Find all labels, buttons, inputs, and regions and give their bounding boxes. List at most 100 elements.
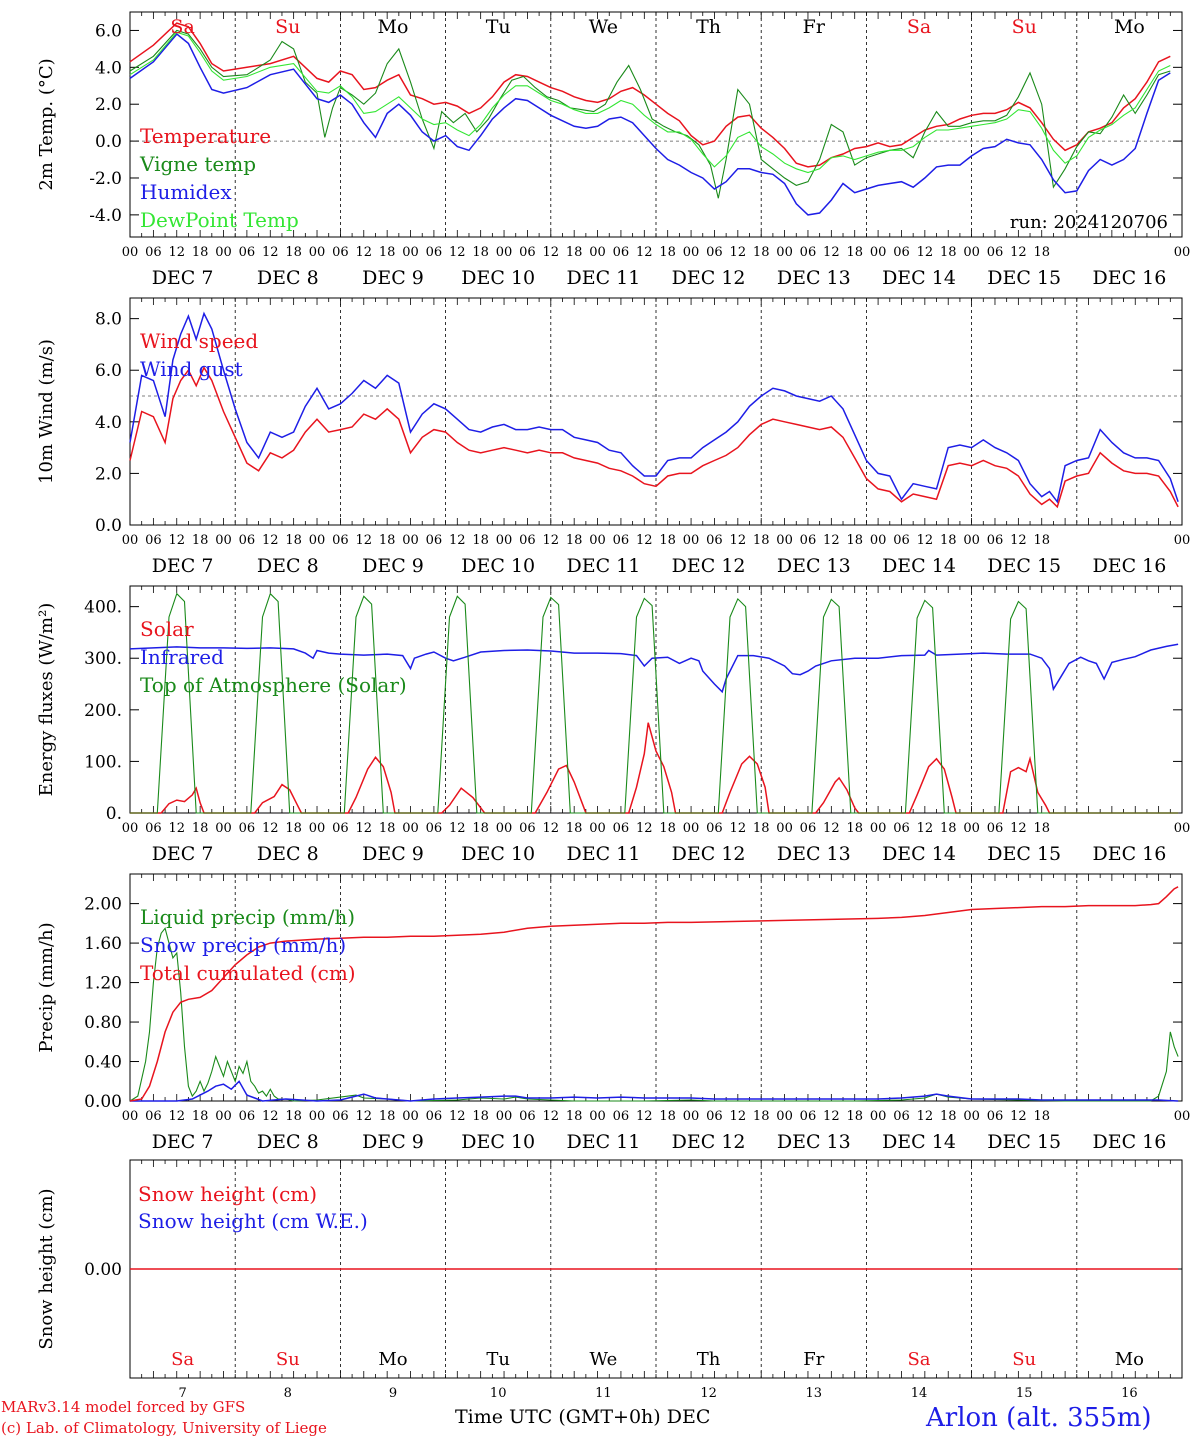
y-tick-label: 400. <box>84 598 122 618</box>
date-label: DEC 15 <box>987 843 1061 865</box>
hour-label: 18 <box>846 1109 863 1124</box>
hour-label: 12 <box>356 533 373 548</box>
hour-label: 06 <box>145 1109 162 1124</box>
hour-label: 12 <box>823 533 840 548</box>
hour-label: 00 <box>215 533 232 548</box>
hour-label: 12 <box>543 1109 560 1124</box>
y-tick-label: 4.0 <box>95 413 122 433</box>
weekday-label: Mo <box>1115 1349 1144 1370</box>
date-label: DEC 11 <box>566 267 640 289</box>
date-label: DEC 11 <box>566 1131 640 1153</box>
hour-label: 00 <box>589 245 606 260</box>
date-label: DEC 10 <box>461 1131 535 1153</box>
hour-label: 06 <box>519 1109 536 1124</box>
hour-label: 18 <box>285 821 302 836</box>
weekday-label: Tu <box>486 16 511 38</box>
date-label: DEC 16 <box>1092 555 1166 577</box>
hour-label: 00 <box>963 821 980 836</box>
hour-label: 06 <box>706 1109 723 1124</box>
day-number: 10 <box>490 1386 507 1401</box>
hour-label: 06 <box>893 821 910 836</box>
hour-label: 00 <box>122 533 139 548</box>
hour-label: 00 <box>1174 821 1191 836</box>
y-axis-label: Snow height (cm) <box>36 1188 57 1349</box>
hour-label: 00 <box>870 1109 887 1124</box>
run-annotation: run: 2024120706 <box>1010 212 1168 233</box>
y-tick-label: 6.0 <box>95 361 122 381</box>
hour-label: 06 <box>987 821 1004 836</box>
date-label: DEC 7 <box>152 843 214 865</box>
date-label: DEC 15 <box>987 1131 1061 1153</box>
hour-label: 00 <box>683 245 700 260</box>
hour-label: 18 <box>285 1109 302 1124</box>
hour-label: 18 <box>659 245 676 260</box>
hour-label: 18 <box>940 245 957 260</box>
date-label: DEC 10 <box>461 267 535 289</box>
hour-label: 06 <box>519 821 536 836</box>
y-tick-label: 300. <box>84 649 122 669</box>
hour-label: 18 <box>472 533 489 548</box>
y-tick-label: -4.0 <box>89 206 122 226</box>
y-tick-label: 4.0 <box>95 58 122 78</box>
hour-label: 18 <box>285 245 302 260</box>
hour-label: 06 <box>987 533 1004 548</box>
series-line <box>129 29 1171 199</box>
legend-entry: Temperature <box>140 124 271 148</box>
y-tick-label: 0.0 <box>95 516 122 536</box>
hour-label: 00 <box>870 245 887 260</box>
weekday-label: Fr <box>803 1349 824 1370</box>
hour-label: 06 <box>613 821 630 836</box>
hour-label: 12 <box>730 821 747 836</box>
series-line <box>129 886 1179 1102</box>
hour-label: 06 <box>893 1109 910 1124</box>
hour-label: 12 <box>917 533 934 548</box>
hour-label: 00 <box>683 1109 700 1124</box>
series-line <box>129 927 1179 1102</box>
y-tick-label: 200. <box>84 701 122 721</box>
legend-entry: DewPoint Temp <box>140 208 299 232</box>
hour-label: 18 <box>1033 1109 1050 1124</box>
hour-label: 06 <box>800 245 817 260</box>
y-axis-label: Energy fluxes (W/m²) <box>36 603 57 797</box>
y-axis-label: 2m Temp. (°C) <box>36 58 57 190</box>
hour-label: 18 <box>846 245 863 260</box>
hour-label: 18 <box>753 821 770 836</box>
hour-label: 12 <box>917 1109 934 1124</box>
hour-label: 18 <box>940 1109 957 1124</box>
hour-label: 18 <box>379 245 396 260</box>
day-number: 8 <box>284 1386 292 1401</box>
date-label: DEC 13 <box>777 1131 851 1153</box>
date-label: DEC 9 <box>362 555 424 577</box>
hour-label: 00 <box>402 533 419 548</box>
hour-label: 12 <box>730 533 747 548</box>
hour-label: 18 <box>1033 533 1050 548</box>
weekday-label: Sa <box>171 1349 194 1370</box>
hour-label: 12 <box>1010 1109 1027 1124</box>
legend-entry: Solar <box>140 617 194 641</box>
hour-label: 00 <box>122 821 139 836</box>
weekday-label: Tu <box>486 1349 510 1370</box>
legend-entry: Wind speed <box>140 329 258 353</box>
hour-label: 06 <box>987 245 1004 260</box>
hour-label: 00 <box>1174 533 1191 548</box>
date-label: DEC 14 <box>882 267 956 289</box>
hour-label: 18 <box>659 821 676 836</box>
hour-label: 18 <box>940 821 957 836</box>
date-label: DEC 16 <box>1092 267 1166 289</box>
hour-label: 06 <box>800 533 817 548</box>
hour-label: 06 <box>800 1109 817 1124</box>
hour-label: 12 <box>262 821 279 836</box>
series-line <box>130 1080 1179 1102</box>
hour-label: 00 <box>589 821 606 836</box>
hour-label: 06 <box>706 821 723 836</box>
date-label: DEC 9 <box>362 267 424 289</box>
date-label: DEC 13 <box>777 843 851 865</box>
hour-label: 06 <box>239 245 256 260</box>
weekday-label: Th <box>696 16 721 38</box>
weekday-label: Mo <box>378 16 409 38</box>
weekday-label: Su <box>275 16 300 38</box>
y-tick-label: 2.0 <box>95 95 122 115</box>
hour-label: 06 <box>239 821 256 836</box>
hour-label: 12 <box>356 1109 373 1124</box>
hour-label: 12 <box>543 821 560 836</box>
